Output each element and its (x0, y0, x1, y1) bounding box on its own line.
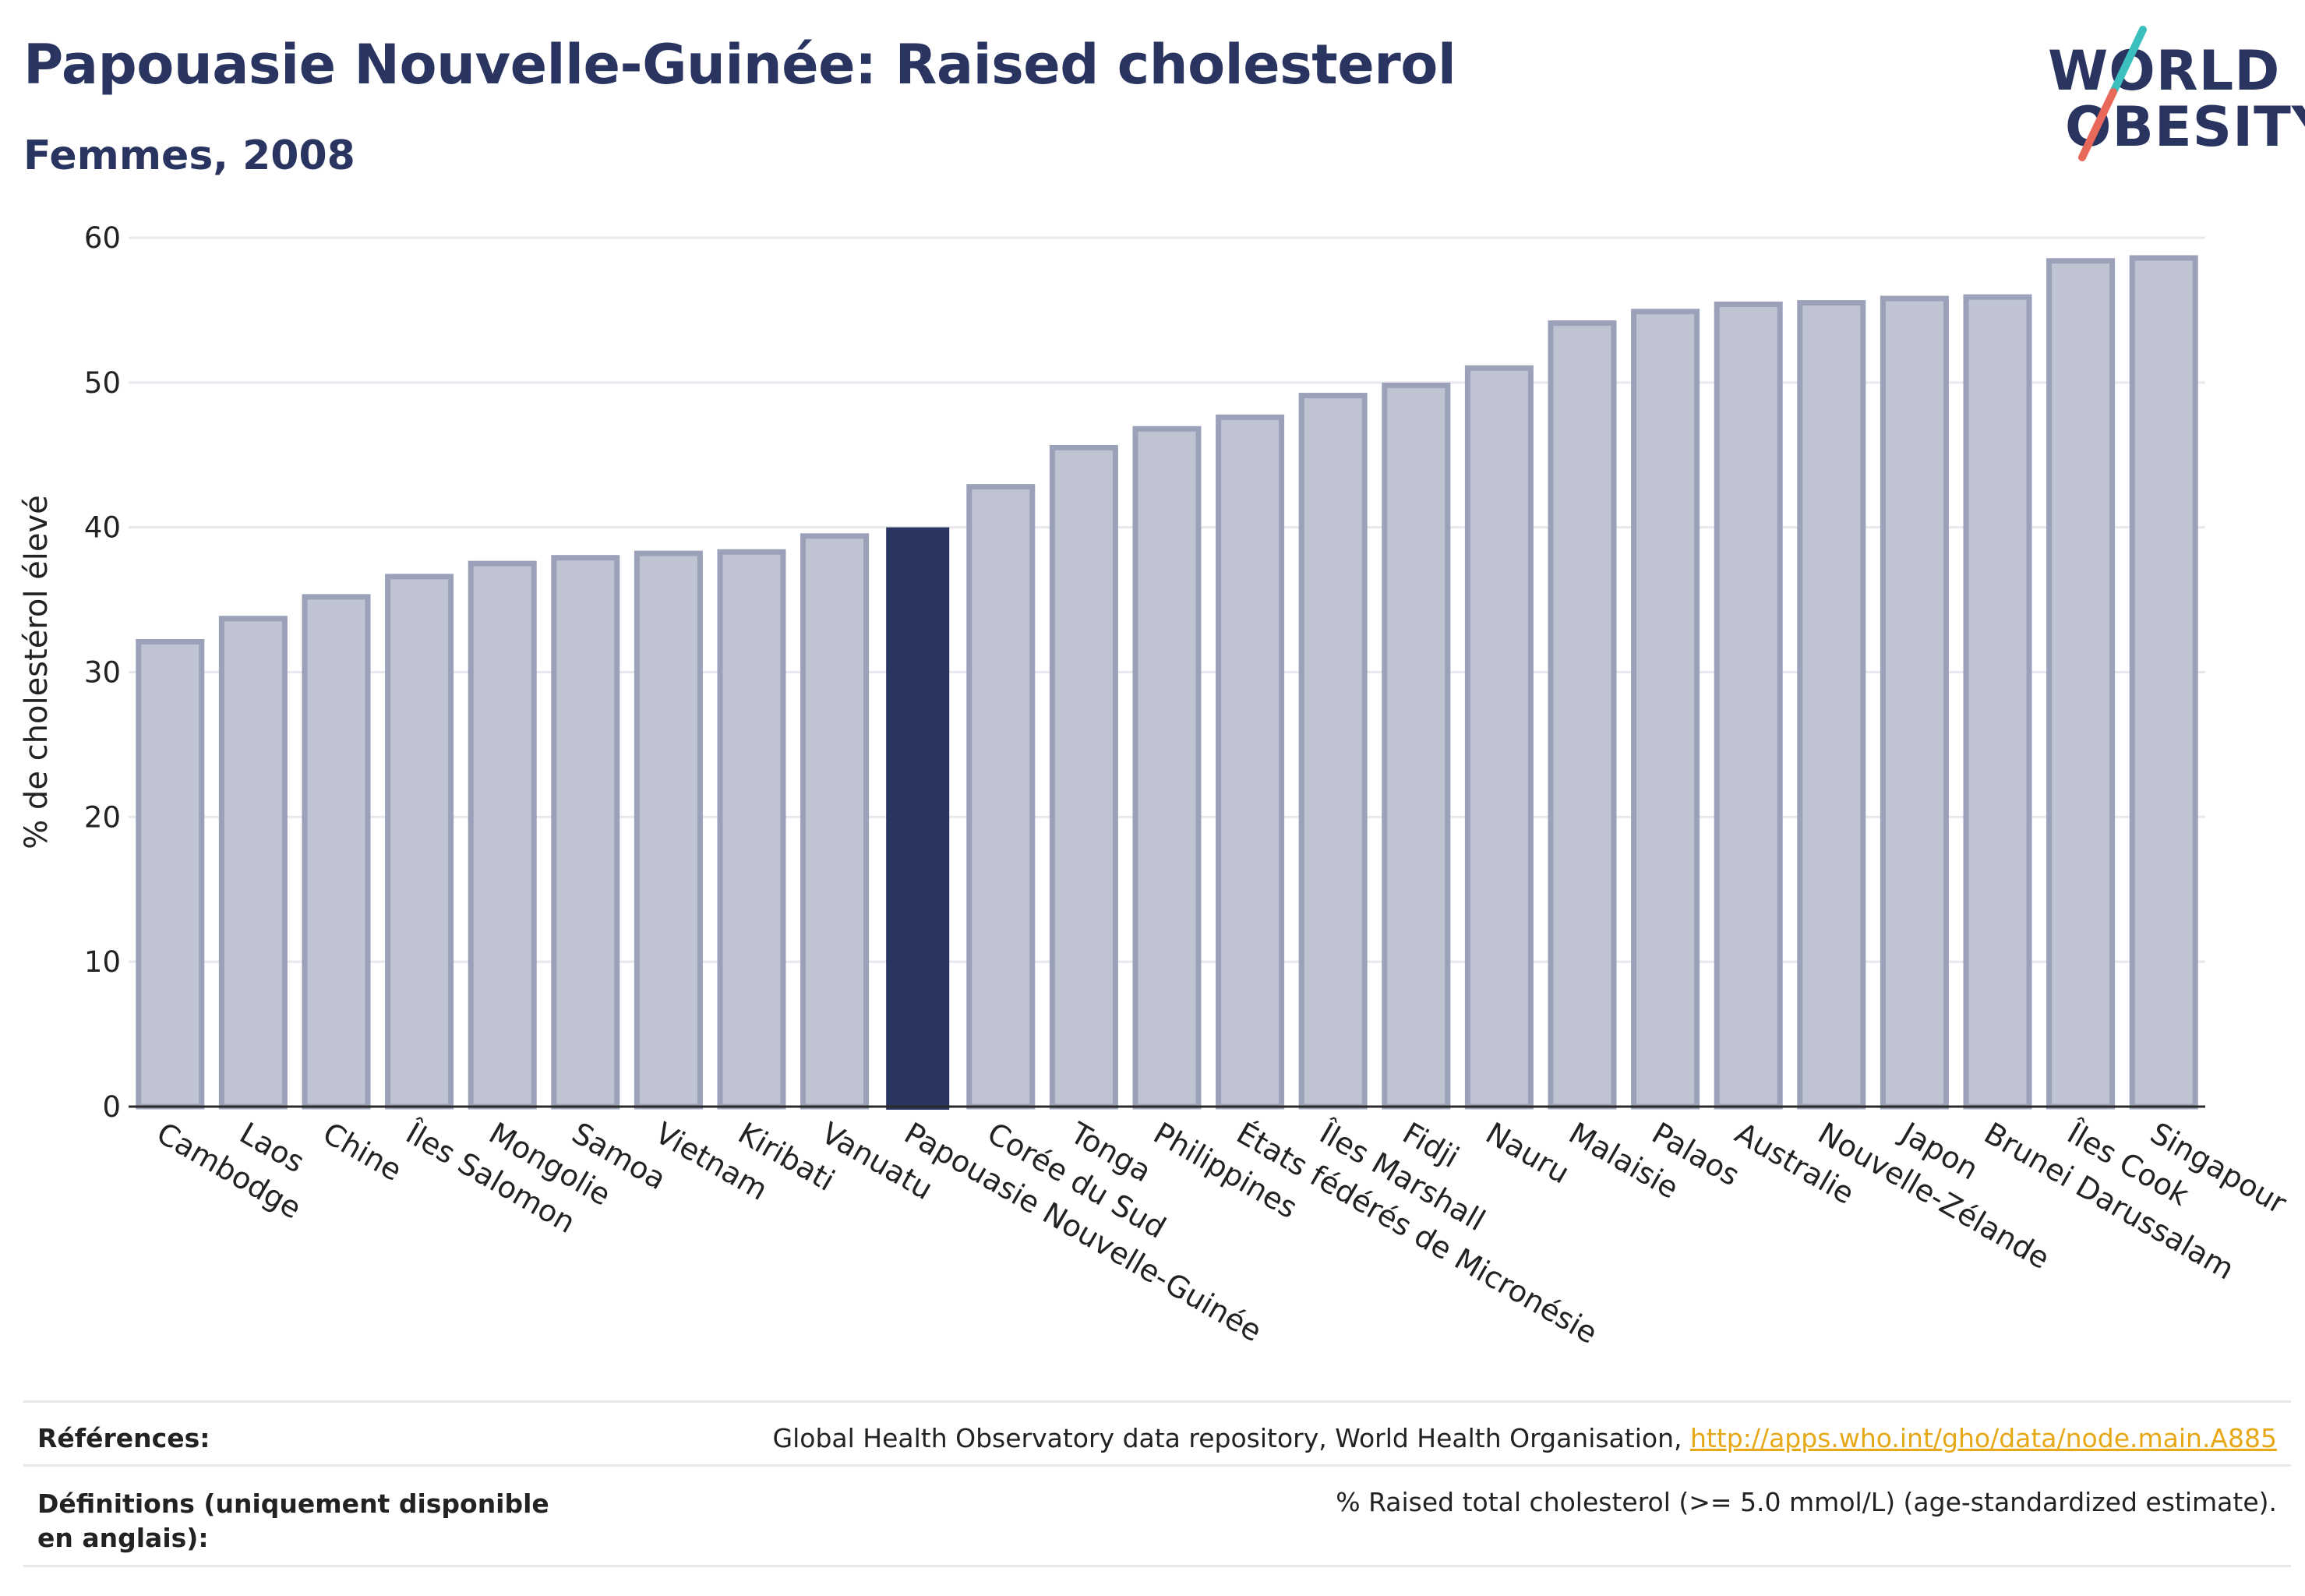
y-axis-ticks: 0 10 20 30 40 50 60 (84, 221, 121, 1124)
y-tick-label: 60 (84, 221, 121, 255)
y-tick-label: 30 (84, 656, 121, 690)
bar (1298, 393, 1368, 1110)
y-axis-label: % de cholestérol élevé (19, 495, 55, 849)
bar (1382, 383, 1451, 1110)
y-tick-label: 10 (84, 945, 121, 979)
logo-slash-icon (2078, 26, 2147, 161)
page-title: Papouasie Nouvelle-Guinée: Raised choles… (23, 33, 1456, 97)
bar (1963, 294, 2032, 1110)
x-tick-label: Chine (317, 1116, 408, 1188)
logo-word-world: WORLD (2048, 39, 2281, 103)
bar (800, 533, 870, 1110)
definitions-label: Définitions (uniquement disponible en an… (37, 1488, 549, 1553)
bar (1216, 414, 1285, 1110)
bar (136, 638, 205, 1110)
references-label: Références: (37, 1423, 210, 1453)
bar (468, 560, 537, 1110)
chart-bars (136, 255, 2198, 1110)
y-tick-label: 0 (102, 1090, 121, 1124)
bar (385, 574, 454, 1110)
bar (634, 550, 703, 1110)
bar (1548, 320, 1617, 1110)
references-row: Références: Global Health Observatory da… (23, 1400, 2291, 1467)
bar (2129, 255, 2198, 1110)
definitions-row: Définitions (uniquement disponible en an… (23, 1464, 2291, 1567)
bar (218, 616, 288, 1110)
bar (302, 594, 371, 1110)
bar (966, 484, 1036, 1110)
bar (1880, 295, 1949, 1110)
bar (886, 527, 950, 1110)
bar (717, 549, 786, 1110)
y-tick-label: 50 (84, 366, 121, 400)
x-tick-label: Nauru (1480, 1116, 1575, 1191)
y-tick-label: 20 (84, 800, 121, 834)
bar (1132, 425, 1202, 1110)
bar (1797, 300, 1866, 1110)
bar (1714, 301, 1783, 1110)
bar (1631, 309, 1700, 1110)
bar (1464, 365, 1534, 1110)
definitions-value: % Raised total cholesterol (>= 5.0 mmol/… (1336, 1487, 2277, 1517)
bar (1049, 444, 1118, 1110)
page-subtitle: Femmes, 2008 (23, 132, 355, 179)
bar (551, 555, 620, 1110)
references-link[interactable]: http://apps.who.int/gho/data/node.main.A… (1689, 1423, 2277, 1453)
world-obesity-logo: WORLD OBESITY (2042, 23, 2305, 164)
y-tick-label: 40 (84, 511, 121, 545)
bar (2046, 258, 2116, 1110)
references-text: Global Health Observatory data repositor… (772, 1423, 1690, 1453)
references-value: Global Health Observatory data repositor… (773, 1423, 2277, 1453)
